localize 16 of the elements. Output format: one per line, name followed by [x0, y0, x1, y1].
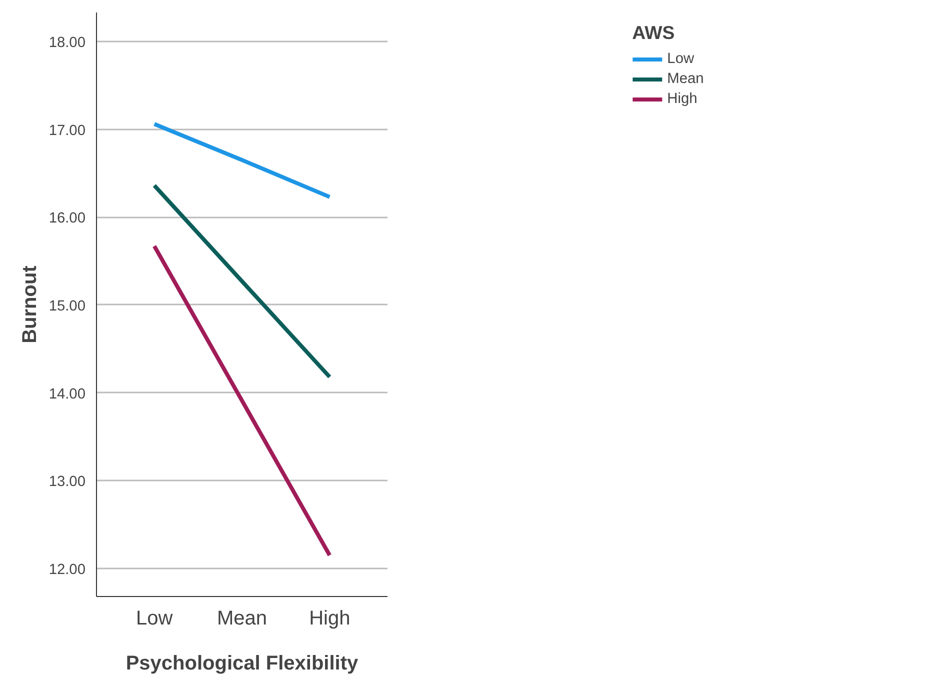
y-tick-label: 17.00 [48, 122, 86, 139]
y-tick-label: 13.00 [48, 474, 86, 490]
legend-title: AWS [632, 22, 676, 44]
legend-label: Low [667, 51, 694, 67]
y-axis-title: Burnout [18, 265, 41, 344]
legend-label: High [667, 91, 698, 107]
y-tick-label: 15.00 [48, 298, 86, 314]
y-tick-label: 18.00 [48, 34, 86, 51]
x-axis-title: Psychological Flexibility [126, 652, 360, 674]
x-tick-label: High [309, 608, 350, 630]
x-tick-label: Low [136, 608, 174, 630]
y-tick-label: 16.00 [48, 210, 86, 227]
x-tick-label: Mean [216, 608, 268, 630]
legend-label: Mean [667, 71, 704, 87]
y-tick-label: 14.00 [48, 386, 86, 402]
y-tick-label: 12.00 [48, 562, 86, 578]
